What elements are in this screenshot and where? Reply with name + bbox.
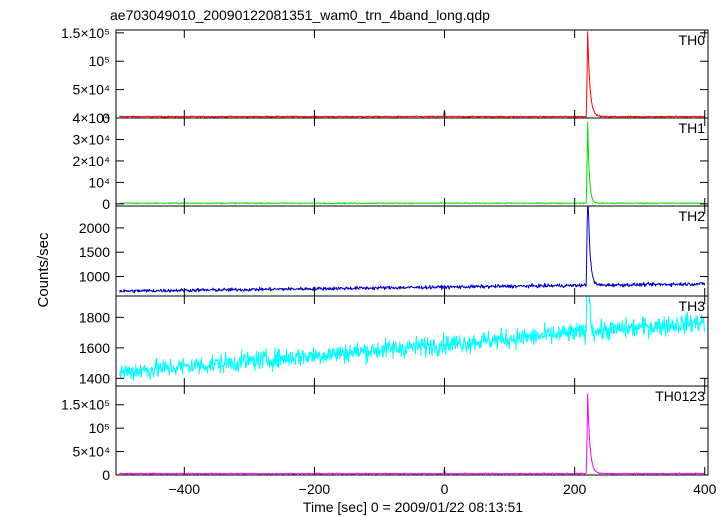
panel-frame: [115, 385, 709, 476]
y-tick-label: 2×10⁴: [72, 153, 110, 169]
y-tick-label: 5×10⁴: [72, 444, 110, 460]
y-tick-label: 1600: [79, 340, 110, 356]
y-tick-label: 3×10⁴: [72, 131, 110, 147]
y-tick-label: 1.5×10⁵: [61, 25, 110, 41]
series-line-th1: [119, 121, 705, 205]
x-tick-label: 0: [441, 481, 449, 497]
y-tick-label: 0: [102, 196, 110, 212]
panel-frame: [115, 29, 709, 119]
x-tick-label: 400: [693, 481, 717, 497]
x-tick-label: −400: [169, 481, 201, 497]
panel-th1: 0 10⁴ 2×10⁴ 3×10⁴ 4×10⁴ TH1: [72, 110, 709, 212]
series-line-th0123: [118, 393, 705, 475]
panels-group: 0 5×10⁴ 10⁵ 1.5×10⁵ TH0 0 10⁴ 2×10⁴ 3×10⁴ 4×10⁴ TH…: [61, 25, 717, 497]
series-name-th1: TH1: [679, 120, 706, 136]
y-tick-label: 1400: [79, 370, 110, 386]
y-tick-label: 1000: [79, 269, 110, 285]
y-tick-label: 1800: [79, 309, 110, 325]
panel-th2: 1000 1500 2000 TH2: [79, 205, 709, 297]
y-tick-label: 0: [102, 467, 110, 483]
y-tick-label: 5×10⁴: [72, 82, 110, 98]
series-name-th3: TH3: [679, 298, 706, 314]
series-line-th0: [119, 31, 705, 118]
panel-frame: [115, 205, 709, 297]
y-tick-label: 10⁴: [88, 174, 110, 190]
y-tick-label: 10⁵: [89, 53, 110, 69]
y-axis-label: Counts/sec: [35, 232, 52, 308]
panel-frame: [115, 295, 709, 387]
chart-title: ae703049010_20090122081351_wam0_trn_4ban…: [110, 7, 490, 23]
series-name-th0123: TH0123: [655, 388, 705, 404]
panel-frame: [115, 117, 709, 207]
series-line-th3: [118, 295, 706, 382]
y-tick-label: 0: [102, 110, 110, 126]
y-tick-label: 1.5×10⁵: [61, 397, 110, 413]
series-name-th0: TH0: [679, 32, 706, 48]
y-tick-label: 4×10⁴: [72, 110, 110, 126]
y-tick-label: 1500: [79, 244, 110, 260]
x-tick-label: 200: [563, 481, 587, 497]
panel-th3: 1400 1600 1800 TH3: [79, 295, 709, 387]
series-line-th2: [119, 205, 706, 294]
y-tick-label: 10⁵: [89, 420, 110, 436]
panel-th0: 0 5×10⁴ 10⁵ 1.5×10⁵ TH0: [61, 25, 709, 126]
panel-th0123: 0 5×10⁴ 10⁵ 1.5×10⁵ TH0123: [61, 385, 709, 483]
x-axis-label: Time [sec] 0 = 2009/01/22 08:13:51: [303, 499, 523, 515]
y-tick-label: 2000: [79, 220, 110, 236]
x-tick-label: −200: [299, 481, 331, 497]
series-name-th2: TH2: [679, 208, 706, 224]
